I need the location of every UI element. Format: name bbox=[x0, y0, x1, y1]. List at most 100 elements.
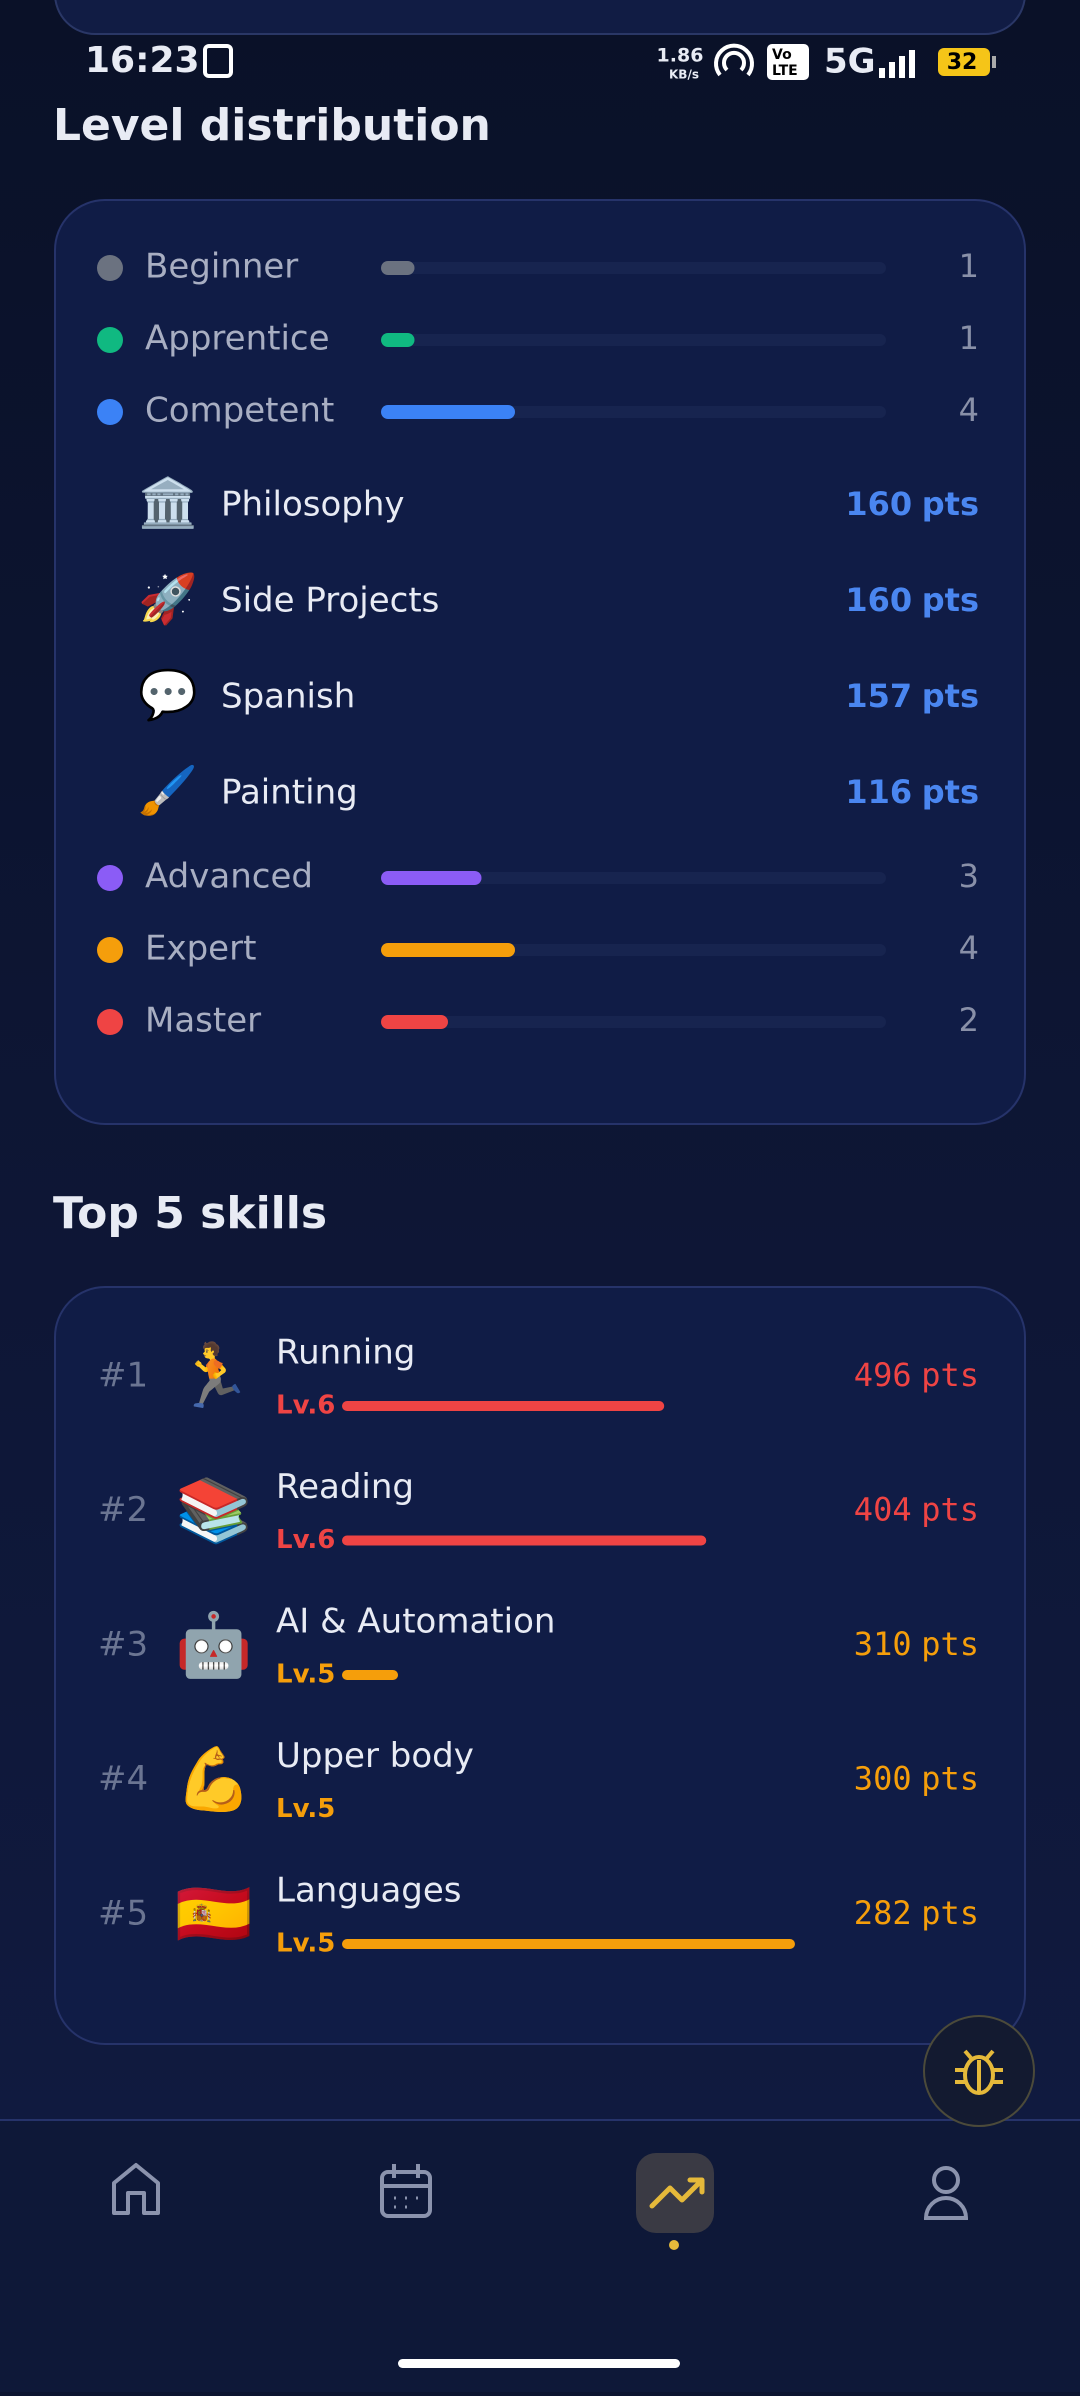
points-unit: pts bbox=[921, 1356, 979, 1394]
skill-level: Lv.6 bbox=[276, 1525, 335, 1555]
bottom-nav bbox=[0, 2120, 1080, 2392]
points-value: 160 bbox=[845, 581, 912, 619]
bug-icon bbox=[955, 2049, 1003, 2095]
battery-tip bbox=[992, 56, 996, 68]
points-value: 282 bbox=[854, 1894, 912, 1932]
section-title: Top 5 skills bbox=[53, 1188, 327, 1239]
points-value: 116 bbox=[845, 773, 912, 811]
skill-icon: 🤖 bbox=[175, 1608, 252, 1681]
skill-icon: 💬 bbox=[138, 667, 198, 723]
points-value: 496 bbox=[854, 1356, 912, 1394]
points: 496 pts bbox=[854, 1356, 979, 1394]
skill-name: AI & Automation bbox=[276, 1602, 555, 1642]
level-bar bbox=[381, 261, 415, 275]
points: 160 pts bbox=[845, 581, 979, 619]
level-name: Apprentice bbox=[145, 319, 330, 359]
level-dot bbox=[97, 865, 123, 891]
points-value: 404 bbox=[854, 1491, 912, 1529]
skill-level: Lv.5 bbox=[276, 1794, 335, 1824]
level-count: 1 bbox=[959, 319, 979, 357]
points-value: 310 bbox=[854, 1625, 912, 1663]
skill-level: Lv.5 bbox=[276, 1660, 335, 1690]
skill-level: Lv.5 bbox=[276, 1929, 335, 1959]
net-speed: 1.86 bbox=[657, 45, 704, 67]
rank: #2 bbox=[98, 1490, 148, 1530]
skill-name: Upper body bbox=[276, 1736, 474, 1776]
points-unit: pts bbox=[921, 1760, 979, 1798]
volte-badge bbox=[767, 44, 809, 80]
points-unit: pts bbox=[922, 773, 979, 811]
level-dot bbox=[97, 399, 123, 425]
level-count: 3 bbox=[959, 857, 979, 895]
rank: #5 bbox=[98, 1894, 148, 1934]
skill-name: Languages bbox=[276, 1871, 462, 1911]
level-bar bbox=[381, 1015, 448, 1029]
skill-icon: 🖌️ bbox=[138, 763, 198, 819]
skill-icon: 🇪🇸 bbox=[175, 1877, 252, 1950]
points-value: 157 bbox=[845, 677, 912, 715]
level-name: Beginner bbox=[145, 247, 298, 287]
rank: #3 bbox=[98, 1625, 148, 1665]
level-count: 2 bbox=[959, 1001, 979, 1039]
points-unit: pts bbox=[922, 485, 979, 523]
profile-tab[interactable] bbox=[923, 2166, 969, 2220]
home-tab[interactable] bbox=[112, 2163, 160, 2215]
battery bbox=[938, 48, 990, 76]
level-card bbox=[54, 199, 1026, 1125]
skill-name: Running bbox=[276, 1333, 415, 1373]
points-value: 300 bbox=[854, 1760, 912, 1798]
level-name: Competent bbox=[145, 391, 334, 431]
skill-name: Painting bbox=[221, 773, 358, 813]
home-indicator bbox=[398, 2359, 680, 2368]
level-count: 4 bbox=[959, 391, 979, 429]
level-name: Expert bbox=[145, 929, 256, 969]
skill-icon: 📚 bbox=[175, 1474, 252, 1547]
hotspot-icon bbox=[714, 43, 754, 77]
net-speed-unit: KB/s bbox=[669, 68, 699, 82]
level-dot bbox=[97, 255, 123, 281]
progress-bar bbox=[342, 1535, 707, 1546]
calendar-tab[interactable] bbox=[380, 2164, 432, 2218]
points-unit: pts bbox=[921, 1491, 979, 1529]
points-unit: pts bbox=[922, 581, 979, 619]
active-dot bbox=[669, 2240, 679, 2250]
level-dot bbox=[97, 327, 123, 353]
skill-name: Side Projects bbox=[221, 581, 439, 621]
volte-bottom: LTE bbox=[772, 63, 798, 79]
rank: #1 bbox=[98, 1356, 148, 1396]
stats-tab[interactable] bbox=[649, 2177, 705, 2209]
points-value: 160 bbox=[845, 485, 912, 523]
level-name: Advanced bbox=[145, 857, 313, 897]
points: 404 pts bbox=[854, 1491, 979, 1529]
notification-icon bbox=[203, 44, 233, 78]
points-unit: pts bbox=[922, 677, 979, 715]
points-unit: pts bbox=[921, 1894, 979, 1932]
level-count: 1 bbox=[959, 247, 979, 285]
skill-level: Lv.6 bbox=[276, 1391, 335, 1421]
battery-level: 32 bbox=[947, 50, 978, 75]
rank: #4 bbox=[98, 1759, 148, 1799]
points-unit: pts bbox=[921, 1625, 979, 1663]
clock: 16:23 bbox=[85, 40, 200, 81]
progress-bar bbox=[342, 1939, 795, 1949]
level-bar bbox=[381, 405, 515, 419]
points: 116 pts bbox=[845, 773, 979, 811]
progress-bar bbox=[342, 1670, 399, 1680]
level-bar bbox=[381, 333, 415, 347]
section-title: Level distribution bbox=[53, 100, 491, 151]
points: 310 pts bbox=[854, 1625, 979, 1663]
skill-icon: 🏃 bbox=[175, 1339, 252, 1412]
skill-name: Spanish bbox=[221, 677, 355, 717]
skill-icon: 💪 bbox=[175, 1743, 252, 1816]
skill-name: Philosophy bbox=[221, 485, 405, 525]
skill-name: Reading bbox=[276, 1467, 414, 1507]
level-dot bbox=[97, 937, 123, 963]
level-bar bbox=[381, 871, 482, 885]
level-bar bbox=[381, 943, 515, 957]
points: 282 pts bbox=[854, 1894, 979, 1932]
level-count: 4 bbox=[959, 929, 979, 967]
top-skills-card bbox=[54, 1286, 1026, 2045]
points: 160 pts bbox=[845, 485, 979, 523]
